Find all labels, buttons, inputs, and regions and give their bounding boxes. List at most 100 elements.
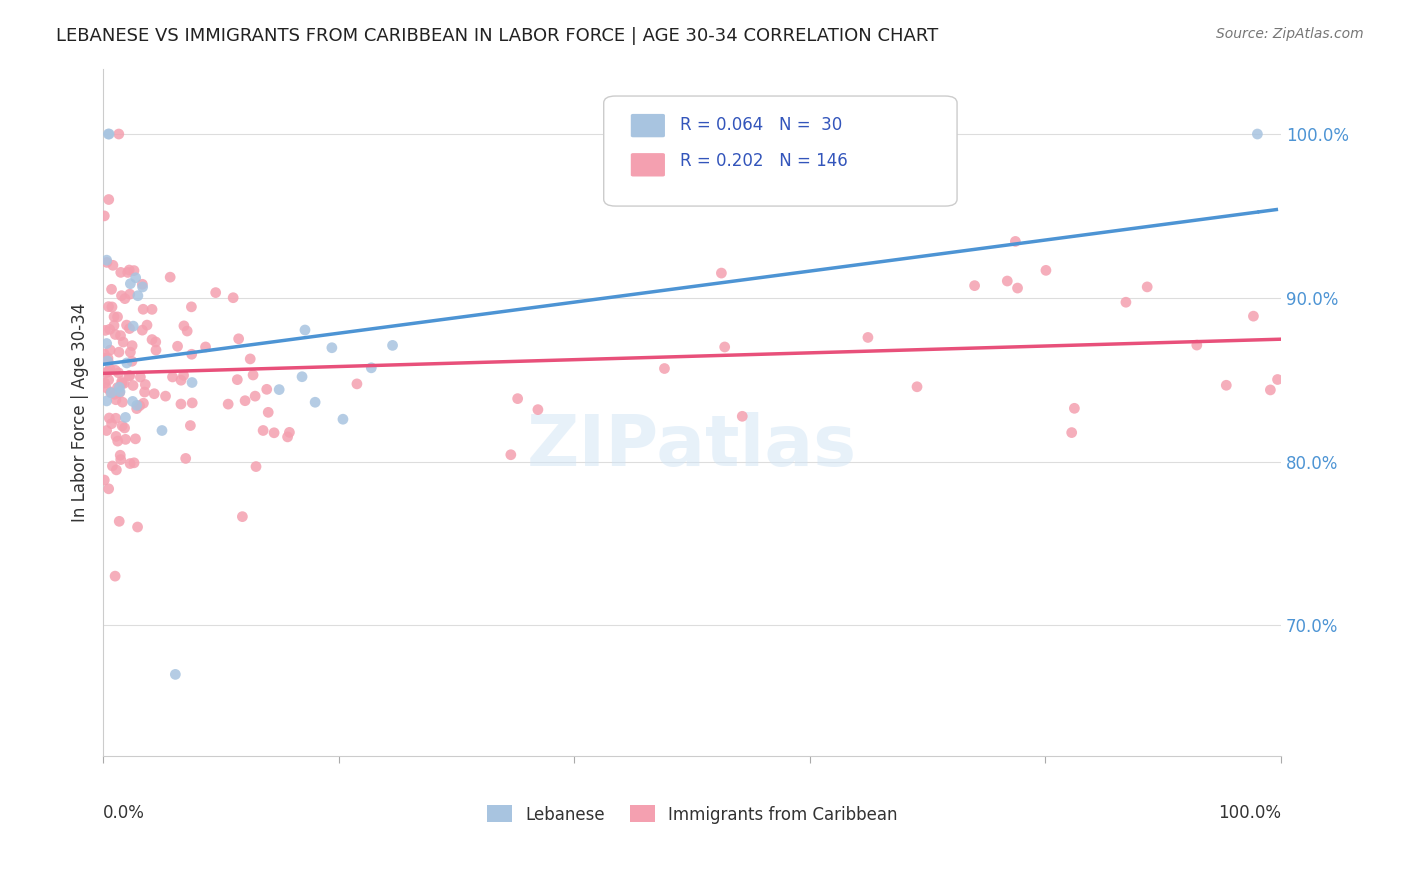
Point [114, 433, 136, 447]
Point [118, 368, 141, 383]
Point [180, 347, 202, 361]
Point [141, 302, 163, 317]
Point [122, 378, 145, 392]
Point [122, 263, 145, 277]
Point [97, 351, 120, 366]
Point [654, 361, 676, 376]
Point [118, 321, 141, 335]
Point [231, 509, 253, 524]
Point [125, 398, 148, 412]
Point [1063, 401, 1085, 416]
Point [105, 429, 128, 443]
Point [108, 345, 131, 359]
Point [97, 364, 120, 378]
Point [110, 452, 132, 467]
Text: ZIPatlas: ZIPatlas [527, 412, 858, 482]
Point [131, 323, 153, 337]
Point [257, 405, 280, 419]
Point [112, 334, 135, 349]
Point [150, 424, 173, 438]
Point [124, 432, 146, 446]
Point [98, 361, 121, 376]
Point [131, 280, 153, 294]
Point [93, 473, 115, 487]
Text: R = 0.064   N =  30: R = 0.064 N = 30 [681, 116, 842, 134]
Point [105, 463, 128, 477]
Point [120, 277, 142, 291]
FancyBboxPatch shape [631, 153, 665, 177]
Point [111, 375, 134, 389]
Point [122, 456, 145, 470]
Point [381, 338, 404, 352]
Point [127, 289, 149, 303]
Point [321, 341, 343, 355]
Point [222, 291, 245, 305]
Point [141, 333, 163, 347]
Point [1267, 372, 1289, 386]
Point [97, 355, 120, 369]
Point [115, 356, 138, 370]
Point [104, 327, 127, 342]
Point [93, 209, 115, 223]
Point [269, 383, 291, 397]
Point [100, 385, 122, 400]
Point [97, 127, 120, 141]
Point [176, 324, 198, 338]
Text: 100.0%: 100.0% [1218, 805, 1281, 822]
Point [499, 448, 522, 462]
Point [239, 351, 262, 366]
Point [93, 347, 115, 361]
Point [170, 373, 193, 387]
Point [124, 270, 146, 285]
Point [104, 363, 127, 377]
Point [120, 345, 142, 359]
Point [179, 418, 201, 433]
Point [111, 395, 134, 409]
Point [217, 397, 239, 411]
Point [96, 336, 118, 351]
Point [181, 376, 204, 390]
Point [125, 401, 148, 416]
Point [97, 193, 120, 207]
Point [252, 424, 274, 438]
Point [180, 300, 202, 314]
Point [1115, 295, 1137, 310]
Point [145, 334, 167, 349]
Point [104, 411, 127, 425]
Point [1246, 127, 1268, 141]
FancyBboxPatch shape [603, 96, 957, 206]
Point [332, 412, 354, 426]
Point [107, 380, 129, 394]
Point [1241, 309, 1264, 323]
Point [118, 263, 141, 277]
Point [108, 385, 131, 400]
Point [131, 277, 153, 292]
Point [108, 384, 131, 399]
Point [93, 376, 115, 390]
Point [173, 318, 195, 333]
Point [278, 425, 301, 440]
Point [995, 274, 1018, 288]
Point [120, 457, 142, 471]
Point [114, 410, 136, 425]
Point [96, 255, 118, 269]
Point [107, 310, 129, 324]
Point [226, 373, 249, 387]
Point [291, 369, 314, 384]
Point [110, 448, 132, 462]
Point [114, 421, 136, 435]
Point [228, 332, 250, 346]
Point [118, 368, 141, 383]
Point [245, 459, 267, 474]
Point [110, 265, 132, 279]
Point [181, 396, 204, 410]
Text: LEBANESE VS IMMIGRANTS FROM CARIBBEAN IN LABOR FORCE | AGE 30-34 CORRELATION CHA: LEBANESE VS IMMIGRANTS FROM CARIBBEAN IN… [56, 27, 938, 45]
Point [165, 667, 187, 681]
Point [256, 382, 278, 396]
Point [243, 389, 266, 403]
Text: 0.0%: 0.0% [103, 805, 145, 822]
Point [527, 402, 550, 417]
Point [110, 328, 132, 343]
Point [107, 127, 129, 141]
Point [128, 399, 150, 413]
